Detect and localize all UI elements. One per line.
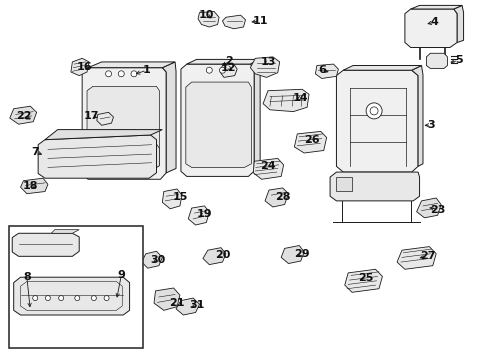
Text: 15: 15 xyxy=(172,192,187,202)
Polygon shape xyxy=(97,112,113,125)
Polygon shape xyxy=(186,59,259,64)
Polygon shape xyxy=(294,131,326,153)
Circle shape xyxy=(219,67,225,73)
Polygon shape xyxy=(181,64,254,176)
Polygon shape xyxy=(410,5,461,9)
Polygon shape xyxy=(203,248,225,265)
Polygon shape xyxy=(12,233,79,256)
Text: 30: 30 xyxy=(149,255,165,265)
Polygon shape xyxy=(344,269,382,292)
Polygon shape xyxy=(315,64,338,78)
Polygon shape xyxy=(250,57,279,77)
Text: 8: 8 xyxy=(23,272,31,282)
Text: 21: 21 xyxy=(169,298,184,308)
Polygon shape xyxy=(51,230,79,233)
Polygon shape xyxy=(453,5,463,42)
Text: 9: 9 xyxy=(117,270,125,280)
Text: 17: 17 xyxy=(84,111,100,121)
Polygon shape xyxy=(142,251,162,268)
Text: 12: 12 xyxy=(221,63,236,73)
Polygon shape xyxy=(281,246,304,264)
Text: 27: 27 xyxy=(419,251,435,261)
Circle shape xyxy=(104,296,109,301)
Polygon shape xyxy=(222,15,245,29)
Circle shape xyxy=(45,296,50,301)
Polygon shape xyxy=(154,288,180,310)
Polygon shape xyxy=(404,9,456,48)
Polygon shape xyxy=(38,135,156,178)
Polygon shape xyxy=(336,177,351,191)
Text: 13: 13 xyxy=(260,57,275,67)
Text: 31: 31 xyxy=(188,300,204,310)
Text: 20: 20 xyxy=(214,250,230,260)
Polygon shape xyxy=(411,66,422,166)
Text: 11: 11 xyxy=(252,16,267,26)
Polygon shape xyxy=(220,64,237,77)
Text: 24: 24 xyxy=(260,161,275,171)
Circle shape xyxy=(91,296,96,301)
Circle shape xyxy=(206,67,212,73)
Polygon shape xyxy=(329,172,419,201)
Circle shape xyxy=(118,71,124,77)
Polygon shape xyxy=(162,189,182,209)
Polygon shape xyxy=(71,58,89,76)
Text: 22: 22 xyxy=(16,111,31,121)
Polygon shape xyxy=(250,59,260,171)
Text: 26: 26 xyxy=(304,135,319,145)
Text: 16: 16 xyxy=(76,62,92,72)
Polygon shape xyxy=(162,62,176,173)
Text: 5: 5 xyxy=(454,55,462,66)
Polygon shape xyxy=(264,188,288,207)
Text: 29: 29 xyxy=(294,249,309,259)
Circle shape xyxy=(75,296,80,301)
Text: 10: 10 xyxy=(198,10,214,20)
Polygon shape xyxy=(416,198,440,218)
Polygon shape xyxy=(20,178,48,194)
Text: 25: 25 xyxy=(357,273,373,283)
Polygon shape xyxy=(185,82,251,167)
Bar xyxy=(9,226,142,348)
Text: 6: 6 xyxy=(317,65,325,75)
Circle shape xyxy=(131,71,137,77)
Text: 14: 14 xyxy=(292,93,308,103)
Polygon shape xyxy=(10,106,37,124)
Polygon shape xyxy=(396,247,435,269)
Polygon shape xyxy=(87,86,159,170)
Polygon shape xyxy=(14,277,129,315)
Text: 19: 19 xyxy=(196,209,212,219)
Polygon shape xyxy=(188,206,209,225)
Polygon shape xyxy=(88,62,175,68)
Text: 7: 7 xyxy=(31,147,39,157)
Text: 3: 3 xyxy=(427,120,434,130)
Polygon shape xyxy=(198,12,219,27)
Circle shape xyxy=(59,296,63,301)
Polygon shape xyxy=(45,130,162,140)
Text: 23: 23 xyxy=(429,204,445,215)
Polygon shape xyxy=(176,298,199,315)
Polygon shape xyxy=(343,66,421,70)
Circle shape xyxy=(33,296,38,301)
Polygon shape xyxy=(253,158,283,179)
Polygon shape xyxy=(87,144,159,170)
Text: 1: 1 xyxy=(142,65,150,75)
Circle shape xyxy=(366,103,381,119)
Text: 2: 2 xyxy=(224,56,232,66)
Text: 4: 4 xyxy=(429,17,437,27)
Polygon shape xyxy=(263,89,308,112)
Circle shape xyxy=(105,71,111,77)
Polygon shape xyxy=(336,70,417,172)
Polygon shape xyxy=(82,68,166,179)
Polygon shape xyxy=(426,53,447,68)
Text: 18: 18 xyxy=(22,181,38,192)
Text: 28: 28 xyxy=(274,192,290,202)
